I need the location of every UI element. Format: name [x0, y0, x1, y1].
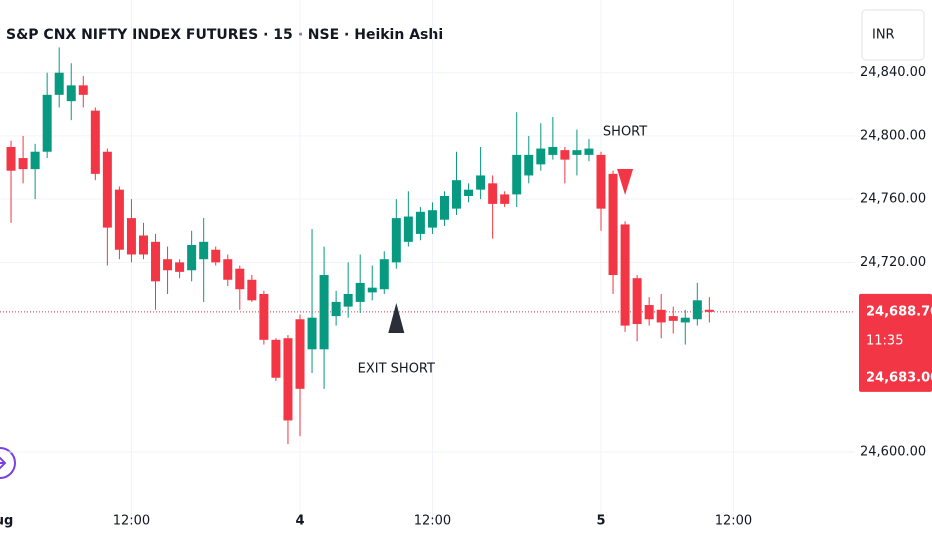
- currency-label: INR: [872, 28, 895, 43]
- candle-body: [500, 194, 510, 204]
- candle-body: [54, 72, 64, 95]
- candle-body: [548, 146, 558, 155]
- candle-body: [331, 301, 341, 317]
- y-tick-label: 24,760.00: [860, 192, 926, 207]
- y-tick-label: 24,800.00: [860, 128, 926, 143]
- x-tick-label: Aug: [0, 514, 13, 529]
- candle-body: [415, 211, 425, 234]
- x-tick-label: 5: [596, 514, 605, 529]
- candle-body: [283, 338, 293, 421]
- candle-body: [138, 235, 148, 255]
- candle-body: [692, 300, 702, 320]
- candle-body: [620, 224, 630, 326]
- candle-body: [211, 249, 221, 263]
- candle-body: [391, 218, 401, 263]
- candle-body: [512, 154, 522, 195]
- candle-body: [6, 146, 16, 171]
- candle-body: [295, 319, 305, 389]
- candle-body: [42, 94, 52, 152]
- x-tick-label: 4: [295, 514, 304, 529]
- candle-body: [247, 279, 257, 301]
- plot-area: [0, 0, 855, 520]
- candle-body: [126, 218, 136, 255]
- candle-body: [367, 287, 377, 293]
- candle-body: [680, 317, 690, 323]
- candle-body: [163, 259, 173, 271]
- y-tick-label: 24,840.00: [860, 65, 926, 80]
- candle-body: [223, 259, 233, 280]
- candle-body: [199, 241, 209, 260]
- candle-body: [66, 85, 76, 102]
- candle-body: [90, 110, 100, 174]
- candle-body: [572, 150, 582, 155]
- annotation-label: SHORT: [603, 125, 647, 140]
- candle-body: [439, 195, 449, 220]
- candle-body: [644, 305, 654, 320]
- candle-body: [464, 189, 474, 196]
- candle-body: [560, 150, 570, 160]
- replay-icon[interactable]: [0, 447, 16, 479]
- candle-body: [343, 293, 353, 307]
- candle-body: [524, 154, 534, 176]
- candle-body: [536, 148, 546, 165]
- y-tick-label: 24,720.00: [860, 255, 926, 270]
- y-tick-label: 24,600.00: [860, 445, 926, 460]
- candle-body: [151, 241, 161, 282]
- candle-body: [427, 210, 437, 228]
- x-tick-label: 12:00: [715, 514, 752, 529]
- candle-body: [704, 309, 714, 312]
- candle-body: [452, 180, 462, 209]
- candle-body: [307, 317, 317, 350]
- currency-box[interactable]: [861, 9, 925, 61]
- candle-body: [596, 154, 606, 209]
- candle-body: [175, 262, 185, 272]
- countdown-label: 11:35: [866, 333, 903, 348]
- last-price-label: 24,688.70: [866, 304, 932, 319]
- candle-body: [187, 244, 197, 271]
- price-label-box: [859, 293, 932, 392]
- candle-body: [488, 183, 498, 204]
- candle-body: [18, 158, 28, 170]
- candle-body: [632, 278, 642, 325]
- candle-body: [78, 85, 88, 95]
- sell-marker: [617, 169, 634, 195]
- candle-body: [30, 151, 40, 170]
- replay-arrow: [0, 456, 7, 470]
- candle-body: [319, 275, 329, 350]
- candle-body: [476, 175, 486, 190]
- candle-body: [656, 309, 666, 323]
- buy-marker: [388, 303, 405, 333]
- candle-body: [355, 282, 365, 302]
- candle-body: [114, 189, 124, 250]
- price-label: 24,683.00: [866, 371, 932, 386]
- candle-body: [608, 173, 618, 276]
- candle-body: [584, 148, 594, 155]
- chart-title: S&P CNX NIFTY INDEX FUTURES · 15 · NSE ·…: [6, 27, 443, 43]
- candle-body: [235, 268, 245, 290]
- candle-body: [379, 259, 389, 290]
- candle-body: [259, 293, 269, 340]
- candle-body: [668, 316, 678, 321]
- x-tick-label: 12:00: [113, 514, 150, 529]
- candle-body: [102, 151, 112, 228]
- annotation-label: EXIT SHORT: [358, 362, 435, 377]
- candle-body: [403, 216, 413, 242]
- candle-body: [271, 339, 281, 378]
- x-tick-label: 12:00: [414, 514, 451, 529]
